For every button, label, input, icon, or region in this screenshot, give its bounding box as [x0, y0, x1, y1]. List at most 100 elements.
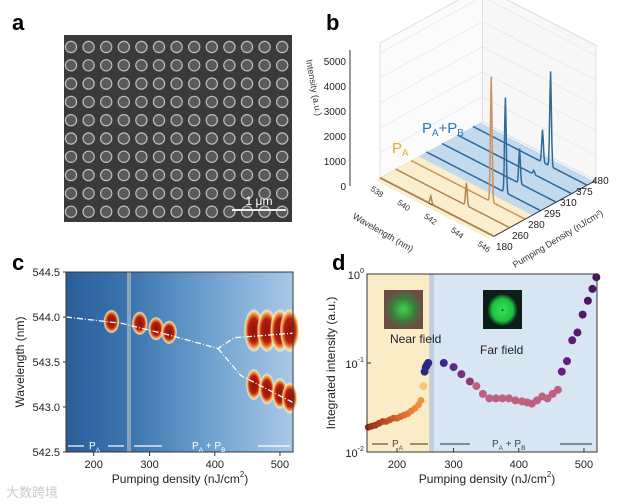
z-tick-label: 5000 — [324, 57, 347, 68]
nanohole — [187, 132, 201, 145]
nanohole — [205, 150, 218, 163]
nanohole — [99, 168, 113, 182]
nanohole — [170, 40, 183, 54]
nanohole — [240, 77, 254, 90]
nanohole — [117, 77, 131, 90]
y-tick-label-part: 10 — [348, 270, 360, 282]
nanohole — [187, 113, 201, 127]
data-point — [424, 359, 433, 367]
nanohole — [135, 40, 148, 54]
nanohole — [187, 77, 201, 90]
gridline — [379, 21, 483, 79]
y-tick-label: 100 — [348, 267, 364, 282]
nanohole — [82, 205, 95, 218]
nanohole — [276, 59, 289, 72]
nanohole — [258, 113, 271, 127]
nanohole — [276, 95, 289, 109]
gridline — [482, 71, 597, 131]
nanohole — [64, 168, 78, 182]
nanohole — [223, 150, 236, 163]
x-tick-label: 300 — [140, 459, 158, 471]
heat-spot — [148, 316, 165, 341]
nanohole — [99, 40, 113, 54]
panel-label-d: d — [332, 250, 346, 275]
panel-a-sem-image: 1 μm — [64, 35, 292, 222]
x-tick-label: 544 — [449, 226, 466, 241]
region-label-pa-pb-part: + P — [503, 439, 521, 450]
panel-label-a: a — [12, 10, 25, 35]
nanohole — [152, 205, 166, 218]
nanohole — [82, 113, 95, 127]
region-label-pa-part: A — [399, 445, 404, 452]
spectrum-375 — [457, 134, 572, 195]
y-tick-label-part: 10 — [345, 448, 357, 460]
region-label-pa-pb-part: + P — [203, 441, 221, 452]
x-tick-label: 542 — [422, 212, 439, 227]
x-axis-label: Pumping density (nJ/cm2) — [419, 470, 555, 486]
scale-bar — [232, 209, 286, 211]
data-point — [419, 382, 428, 391]
data-point — [465, 377, 474, 386]
nanohole — [258, 77, 271, 90]
nanohole — [99, 150, 113, 163]
x-tick-label: 546 — [476, 239, 493, 254]
nanohole — [187, 95, 201, 109]
nanohole — [117, 132, 131, 145]
nanohole — [240, 40, 254, 54]
nanohole — [152, 132, 166, 145]
y-tick-label: 544.5 — [32, 267, 60, 279]
nanohole — [170, 205, 183, 218]
legend-pa-pb-part: B — [457, 128, 464, 139]
legend-pa: PA — [392, 140, 409, 159]
far-field-label: Far field — [480, 343, 523, 357]
nanohole — [82, 150, 95, 163]
nanohole — [64, 95, 78, 109]
axis-break-bar — [127, 272, 131, 452]
nanohole — [223, 59, 236, 72]
data-point — [478, 389, 487, 398]
x-tick-label: 200 — [388, 459, 406, 471]
nanohole — [276, 132, 289, 145]
nanohole — [82, 40, 95, 54]
nanohole — [170, 95, 183, 109]
legend-pa-part: P — [392, 140, 402, 157]
y-tick-label: 180 — [496, 242, 513, 253]
gridline — [482, 96, 597, 156]
gridline — [482, 46, 597, 106]
nanohole — [152, 59, 166, 72]
x-axis-label: Wavelength (nm) — [351, 211, 415, 254]
region-label-pa: PA — [89, 441, 101, 454]
nanohole — [170, 77, 183, 90]
heat-spot — [131, 311, 148, 336]
y-tick-label-part: -1 — [358, 356, 364, 364]
nanohole — [64, 205, 78, 218]
heat-spot — [103, 309, 120, 334]
side-wall — [481, 0, 597, 181]
data-point — [511, 396, 520, 405]
y-tick-label: 260 — [512, 231, 529, 242]
nanohole — [223, 77, 236, 90]
region-label-pa-part: A — [96, 447, 101, 454]
nanohole — [170, 59, 183, 72]
far-field-spot — [487, 294, 518, 326]
nanohole — [99, 95, 113, 109]
x-tick-label: 400 — [206, 459, 224, 471]
panel-label-b: b — [326, 10, 340, 35]
nanohole — [117, 113, 131, 127]
nanohole — [240, 150, 254, 163]
data-point — [557, 367, 566, 376]
nanohole — [276, 40, 289, 54]
region-label-pa-part: P — [392, 439, 399, 450]
nanohole — [82, 187, 95, 200]
nanohole — [99, 113, 113, 127]
region-label-pa: PA — [392, 439, 404, 452]
nanohole — [170, 113, 183, 127]
nanohole — [205, 113, 218, 127]
x-axis-label-part: Pumping density (nJ/cm — [419, 472, 547, 486]
nanohole — [240, 59, 254, 72]
nanohole — [117, 187, 131, 200]
nanohole — [170, 168, 183, 182]
y-tick-label: 543.5 — [32, 357, 60, 369]
nanohole — [64, 150, 78, 163]
